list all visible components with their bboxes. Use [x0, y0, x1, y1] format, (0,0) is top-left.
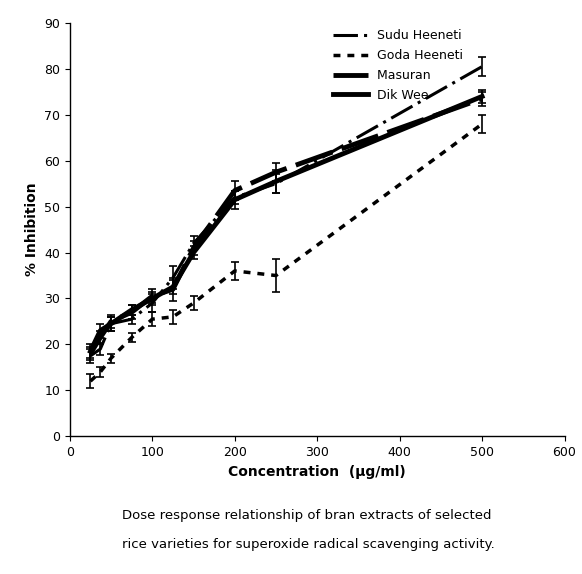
Y-axis label: % Inhibition: % Inhibition [24, 183, 38, 277]
X-axis label: Concentration  (μg/ml): Concentration (μg/ml) [228, 464, 406, 479]
Legend:  Sudu Heeneti,  Goda Heeneti,  Masuran,  Dik Wee: Sudu Heeneti, Goda Heeneti, Masuran, Dik… [333, 29, 463, 102]
Text: rice varieties for superoxide radical scavenging activity.: rice varieties for superoxide radical sc… [122, 538, 495, 550]
Text: Figure 1: Figure 1 [33, 515, 98, 529]
Text: Dose response relationship of bran extracts of selected: Dose response relationship of bran extra… [122, 509, 492, 522]
